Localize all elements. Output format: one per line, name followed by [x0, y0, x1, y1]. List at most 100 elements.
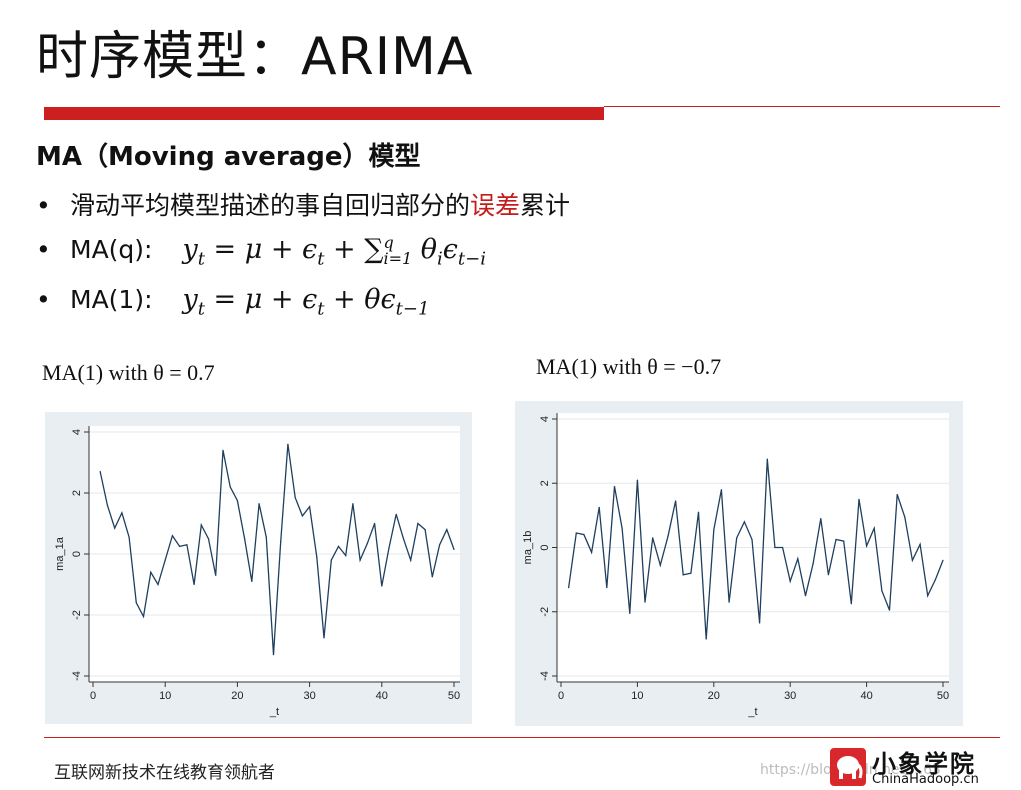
data-point — [927, 595, 929, 597]
data-point — [438, 544, 441, 546]
series-line — [567, 459, 944, 640]
data-point — [431, 576, 433, 578]
data-point — [395, 513, 397, 515]
data-point — [229, 486, 231, 488]
data-point — [446, 529, 448, 531]
data-point — [215, 574, 217, 576]
bullet-marker: • — [36, 235, 51, 264]
x-tick-label: 10 — [631, 690, 643, 702]
data-point — [171, 535, 174, 537]
bullet-text: 滑动平均模型描述的事自回归部分的 — [70, 191, 471, 220]
data-point — [164, 559, 166, 561]
y-axis-label: ma_1b — [522, 531, 534, 565]
data-point — [207, 538, 210, 540]
x-tick-label: 0 — [558, 690, 564, 702]
y-tick-label: 2 — [71, 490, 83, 496]
data-point — [424, 529, 426, 531]
data-point — [453, 548, 455, 551]
y-tick-label: 0 — [539, 544, 551, 550]
maq-formula: yt = μ + ϵt + ∑ q i=1 θiϵt−i — [182, 232, 486, 270]
bullet-label: MA(q): — [70, 235, 153, 264]
data-point — [575, 532, 577, 534]
data-point — [797, 558, 799, 560]
data-point — [682, 574, 684, 576]
data-point — [728, 601, 730, 603]
data-point — [272, 654, 275, 656]
data-point — [106, 504, 109, 506]
data-point — [827, 574, 829, 576]
data-point — [690, 572, 692, 574]
bullet-marker: • — [36, 191, 51, 220]
data-point — [99, 471, 101, 473]
data-point — [244, 538, 246, 540]
data-point — [258, 503, 260, 505]
bullet-ma1: • MA(1): yt = μ + ϵt + θϵt−1 — [36, 284, 429, 319]
data-point — [366, 542, 368, 544]
data-point — [345, 554, 347, 557]
x-tick-label: 30 — [303, 690, 315, 702]
data-point — [337, 545, 340, 547]
data-point — [820, 517, 822, 520]
y-axis-label: ma_1a — [54, 536, 66, 571]
y-tick-label: -2 — [539, 607, 551, 617]
data-point — [323, 637, 325, 639]
x-tick-label: 20 — [231, 690, 243, 702]
data-point — [904, 516, 906, 518]
data-point — [736, 537, 738, 539]
data-point — [330, 559, 332, 561]
data-point — [417, 522, 419, 525]
data-point — [265, 536, 267, 538]
data-point — [843, 540, 845, 542]
x-tick-label: 10 — [159, 690, 171, 702]
bullet-marker: • — [36, 285, 51, 314]
x-tick-label: 40 — [860, 690, 872, 702]
data-point — [402, 538, 405, 540]
data-point — [128, 536, 130, 538]
data-point — [858, 498, 860, 500]
data-point — [713, 529, 715, 531]
data-point — [644, 601, 646, 603]
data-point — [251, 580, 253, 583]
data-point — [121, 512, 123, 514]
y-tick-label: -2 — [71, 610, 83, 620]
data-point — [287, 443, 289, 445]
data-point — [766, 458, 768, 460]
x-axis-label: _t — [269, 706, 279, 718]
bullet-highlight: 误差 — [470, 191, 521, 220]
x-tick-label: 50 — [937, 690, 949, 702]
data-point — [590, 551, 593, 553]
data-point — [606, 587, 608, 589]
bullet-maq: • MA(q): yt = μ + ϵt + ∑ q i=1 θiϵt−i — [36, 234, 486, 269]
data-point — [309, 506, 311, 508]
data-point — [888, 609, 891, 611]
data-point — [659, 564, 661, 566]
data-point — [675, 500, 677, 502]
elephant-icon — [837, 756, 863, 779]
x-tick-label: 20 — [708, 690, 720, 702]
data-point — [652, 537, 654, 539]
bullet-label: MA(1): — [70, 285, 153, 314]
data-point — [352, 503, 354, 505]
data-point — [236, 500, 238, 502]
y-tick-label: -4 — [539, 671, 551, 681]
data-point — [359, 559, 361, 561]
data-point — [911, 559, 914, 561]
elephant-logo-icon — [830, 748, 866, 786]
data-point — [301, 515, 303, 517]
data-point — [135, 602, 137, 604]
data-point — [598, 506, 600, 508]
data-point — [759, 622, 761, 624]
chart-2-title: MA(1) with θ = −0.7 — [536, 354, 722, 379]
ma1-formula: yt = μ + ϵt + θϵt−1 — [182, 284, 430, 320]
data-point — [381, 585, 383, 587]
x-tick-label: 50 — [448, 690, 460, 702]
chart-2-panel: -4 -2 0 2 4 0 10 20 30 40 50 _t ma_1b — [515, 401, 963, 726]
data-point — [179, 545, 181, 547]
bullet-text-end: 累计 — [520, 191, 571, 220]
footer-slogan: 互联网新技术在线教育领航者 — [54, 763, 275, 783]
chart-1-title: MA(1) with θ = 0.7 — [42, 360, 215, 385]
series-line — [99, 444, 455, 655]
data-point — [774, 546, 776, 549]
